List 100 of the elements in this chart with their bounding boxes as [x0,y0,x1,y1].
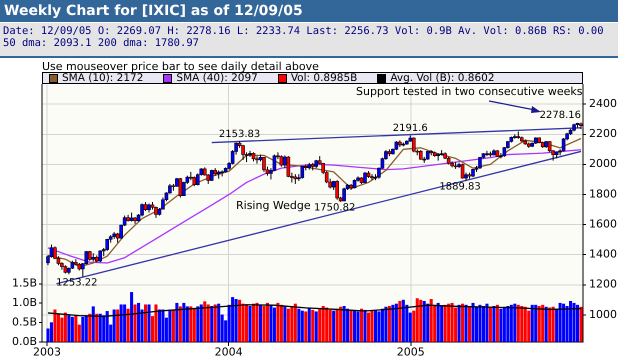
bar [178,306,182,342]
bar [380,308,384,342]
bar [558,302,562,342]
bar [206,304,210,342]
annotation: 1750.82 [314,202,356,214]
bar [426,304,430,342]
bar [499,308,502,342]
bar [569,300,572,342]
bar [147,304,151,342]
bar [572,302,576,342]
bar [182,302,186,342]
y-tick-label: 2200 [589,127,617,140]
bar [286,308,290,342]
bar [458,304,461,342]
bar [513,304,516,342]
bar [482,306,485,342]
bar [266,302,269,342]
bar [158,309,161,342]
bar [130,292,134,342]
bar [161,309,164,342]
bar [534,304,538,342]
x-tick-label: 2005 [396,345,425,358]
annotation: 2278.16 [540,110,582,122]
bar [269,304,272,342]
bar [391,304,394,342]
bar [95,314,98,342]
bar [231,297,234,342]
bar [126,308,130,342]
bar [106,311,109,342]
bar [98,314,102,342]
bar [353,310,356,342]
bar [172,309,175,342]
chart-title: Weekly Chart for [IXIC] as of 12/09/05 [0,0,618,22]
bar [175,302,178,342]
chart-subtitle: Date: 12/09/05 O: 2269.07 H: 2278.16 L: 2233.74 Last: 2256.73 Vol: 0.9B Av. Vol: 0.86B RS: 0.00 50 dma: 2093.1 200 dma: 1780.97 [0,23,618,58]
bar [123,304,126,342]
bar [485,304,488,342]
annotation: Support tested in two consecutive weeks [356,85,582,98]
y-tick-label: 1600 [589,217,617,230]
bar [50,322,53,342]
bar [363,310,367,342]
bar [120,304,123,342]
bar [398,300,402,342]
bar [210,306,214,342]
legend-label: Avg. Vol (B): 0.8602 [390,72,495,84]
bar [245,304,248,342]
bar [562,304,566,342]
bar [468,306,472,342]
y-tick-label: 1400 [589,248,617,261]
bar [366,312,370,342]
bar [492,306,496,342]
bar [356,311,360,342]
bar [524,306,527,342]
bar [430,299,433,342]
bar [325,308,328,342]
bar [471,302,475,342]
bar [510,304,513,342]
bar [538,306,541,342]
bar [478,304,482,342]
bar [258,304,262,342]
bar [234,299,238,342]
bar [189,306,192,342]
bar [576,304,580,342]
bar [360,308,364,342]
bar [56,314,60,342]
y2-tick-label: 1.0B [12,296,37,310]
bar [394,304,398,342]
bar [144,304,148,342]
bar [297,308,300,342]
bar [102,315,106,342]
bar [255,302,259,342]
bar [342,306,346,342]
bar [444,304,447,342]
bar [464,304,468,342]
bar [242,304,245,342]
bar [116,309,120,342]
bar [81,316,84,342]
bar [112,309,116,342]
bar [346,308,350,342]
bar [579,306,583,342]
x-tick-label: 2004 [214,345,243,358]
bar [548,308,552,342]
bar [332,310,336,342]
bar [137,302,140,342]
bar [314,311,318,342]
bar [322,306,325,342]
bar [530,304,534,342]
bar [262,306,266,342]
bar [203,301,206,342]
bar [474,306,478,342]
bar [134,304,137,342]
bar [70,316,74,342]
legend-label: SMA (40): 2097 [176,72,258,84]
bar [248,306,252,342]
bar [384,306,388,342]
bar [280,304,283,342]
bar [84,315,88,342]
legend-label: Vol: 0.8985B [290,72,358,84]
bar [311,310,314,342]
bar [422,300,426,342]
